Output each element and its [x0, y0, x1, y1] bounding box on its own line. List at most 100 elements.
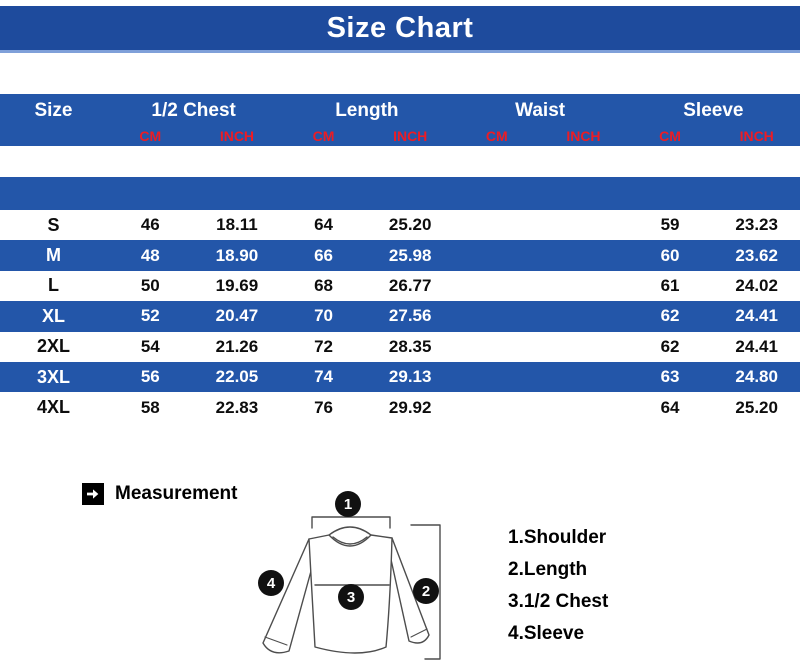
value-cell-1: 20.47 — [215, 306, 259, 326]
value-cell-3: 26.77 — [388, 275, 432, 295]
value-cell-6: 62 — [660, 306, 680, 326]
value-cell-3: 28.35 — [388, 336, 432, 356]
legend-item-length: 2.Length — [508, 559, 588, 580]
measurement-label: Measurement — [115, 483, 238, 504]
legend-item-sleeve: 4.Sleeve — [508, 623, 585, 644]
size-row-3xl: 3XL 56 22.05 74 29.13 63 24.80 — [0, 361, 800, 393]
value-cell-0: 52 — [140, 306, 160, 326]
value-cell-3: 29.92 — [388, 397, 432, 417]
right-sleeve-outline — [389, 537, 430, 644]
measurement-header: Measurement — [82, 483, 238, 505]
size-row-4xl: 4XL 58 22.83 76 29.92 64 25.20 — [0, 392, 800, 423]
legend-item-half-chest: 3.1/2 Chest — [508, 591, 609, 612]
value-cell-6: 63 — [660, 367, 680, 387]
value-cell-4 — [454, 332, 541, 362]
length-line — [410, 524, 441, 660]
value-cell-6: 60 — [660, 245, 680, 265]
column-group-length: Length — [335, 100, 399, 121]
value-cell-2: 76 — [314, 397, 334, 417]
value-cell-3: 25.98 — [388, 245, 432, 265]
column-group-waist: Waist — [515, 100, 566, 121]
legend-item-shoulder: 1.Shoulder — [508, 527, 607, 548]
value-cell-1: 19.69 — [215, 275, 259, 295]
value-cell-5 — [540, 332, 627, 362]
size-label: 4XL — [36, 397, 70, 418]
value-cell-0: 58 — [140, 397, 160, 417]
column-group-sleeve: Sleeve — [683, 100, 744, 121]
table-body: S 46 18.11 64 25.20 59 23.23 M 48 18.90 66 25.98 60 2… — [0, 210, 800, 423]
column-group-1-2-chest: 1/2 Chest — [151, 100, 236, 121]
value-cell-1: 22.83 — [215, 397, 259, 417]
value-cell-6: 61 — [660, 275, 680, 295]
value-cell-4 — [454, 301, 541, 331]
unit-header-5: INCH — [566, 128, 601, 144]
badge-4-circle — [258, 570, 284, 596]
value-cell-5 — [540, 301, 627, 331]
value-cell-1: 18.90 — [215, 245, 259, 265]
measurement-legend: 1.Shoulder 2.Length 3.1/2 Chest 4.Sleeve — [508, 522, 608, 650]
value-cell-6: 62 — [660, 336, 680, 356]
size-row-2xl: 2XL 54 21.26 72 28.35 62 24.41 — [0, 331, 800, 362]
title-banner: Size Chart — [0, 6, 800, 53]
column-group-row: Size 1/2 Chest Length Waist Sleeve — [0, 94, 800, 126]
value-cell-7: 24.80 — [735, 367, 778, 387]
diagram-badges: 1 2 3 4 — [258, 491, 439, 610]
value-cell-6: 59 — [660, 215, 680, 235]
value-cell-1: 18.11 — [216, 215, 258, 235]
unit-header-3: INCH — [393, 128, 428, 144]
left-sleeve-outline — [262, 538, 317, 654]
value-cell-2: 68 — [314, 275, 334, 295]
shoulder-bracket — [311, 516, 391, 529]
column-group-size: Size — [34, 100, 73, 121]
size-label: S — [47, 214, 60, 235]
value-cell-5 — [540, 392, 627, 422]
size-label: M — [46, 245, 61, 266]
value-cell-1: 21.26 — [215, 336, 259, 356]
shirt-diagram: 1 2 3 4 — [258, 491, 441, 660]
value-cell-6: 64 — [660, 397, 680, 417]
size-row-m: M 48 18.90 66 25.98 60 23.62 — [0, 240, 800, 271]
value-cell-0: 54 — [140, 336, 160, 356]
value-cell-7: 24.02 — [735, 275, 778, 295]
blank-blue-row — [0, 177, 800, 210]
value-cell-0: 50 — [140, 275, 160, 295]
value-cell-0: 48 — [140, 245, 160, 265]
value-cell-2: 74 — [314, 367, 334, 387]
collar-inner — [332, 536, 368, 545]
value-cell-1: 22.05 — [215, 367, 259, 387]
value-cell-2: 66 — [314, 245, 334, 265]
value-cell-5 — [540, 240, 627, 270]
value-cell-2: 70 — [314, 306, 334, 326]
size-label: 2XL — [36, 336, 70, 357]
value-cell-7: 24.41 — [735, 336, 778, 356]
unit-header-0: CM — [139, 128, 162, 144]
value-cell-7: 23.23 — [735, 215, 778, 235]
unit-header-spacer — [0, 126, 107, 146]
value-cell-4 — [454, 210, 541, 240]
value-cell-4 — [454, 271, 541, 301]
size-label: 3XL — [36, 366, 70, 387]
value-cell-3: 27.56 — [388, 306, 432, 326]
unit-header-row: CM INCH CM INCH CM INCH CM INCH — [0, 126, 800, 146]
collar-outer — [328, 534, 372, 547]
value-cell-3: 25.20 — [388, 215, 432, 235]
value-cell-4 — [454, 392, 541, 422]
size-row-xl: XL 52 20.47 70 27.56 62 24.41 — [0, 301, 800, 332]
value-cell-3: 29.13 — [388, 367, 432, 387]
unit-header-1: INCH — [219, 128, 255, 144]
size-row-l: L 50 19.69 68 26.77 61 24.02 — [0, 270, 800, 302]
badge-3-label: 3 — [347, 589, 355, 606]
badge-3-circle — [338, 584, 364, 610]
badge-1-circle — [335, 491, 361, 517]
value-cell-7: 23.62 — [735, 245, 778, 265]
value-cell-5 — [540, 362, 627, 392]
page-title: Size Chart — [326, 11, 474, 44]
arrow-right-icon — [82, 483, 104, 505]
size-label: L — [48, 275, 59, 296]
size-row-s: S 46 18.11 64 25.20 59 23.23 — [0, 210, 800, 241]
value-cell-7: 25.20 — [735, 397, 778, 417]
value-cell-4 — [454, 240, 541, 270]
unit-header-2: CM — [312, 128, 335, 144]
unit-header-4: CM — [485, 128, 508, 144]
